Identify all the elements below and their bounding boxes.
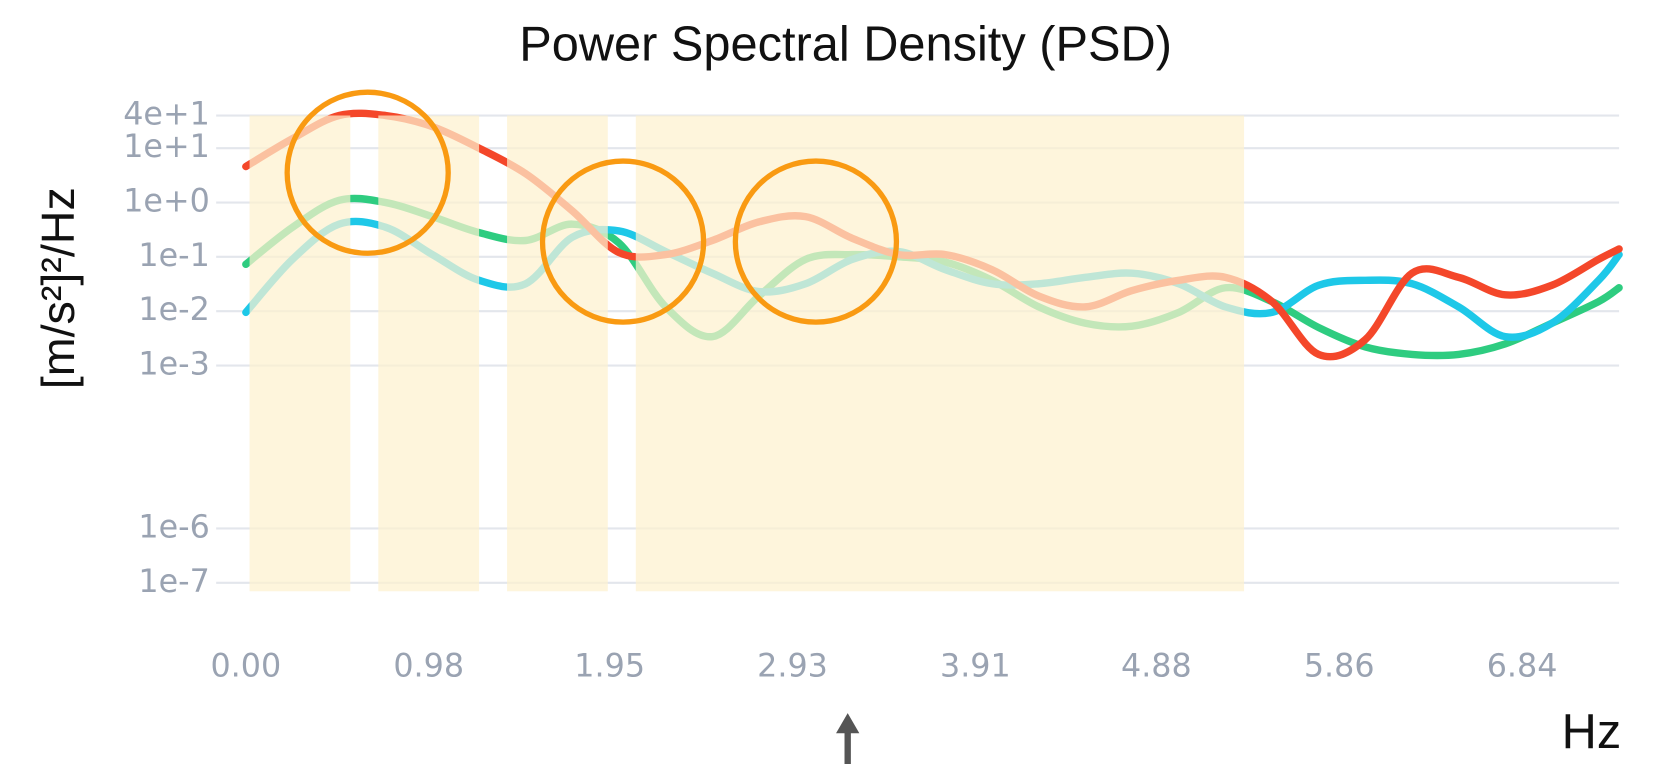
highlight-band	[378, 115, 480, 592]
x-axis-label: Hz	[1562, 705, 1622, 759]
y-tick-label: 1e-1	[138, 238, 209, 274]
arrow	[836, 713, 860, 764]
y-tick-label: 4e+1	[123, 97, 210, 133]
x-tick-label: 0.00	[210, 649, 281, 685]
x-tick-label: 6.84	[1487, 649, 1558, 685]
y-tick-label: 1e-7	[138, 564, 209, 600]
highlight-band	[507, 115, 608, 592]
x-tick-label: 3.91	[940, 649, 1011, 685]
x-tick-label: 1.95	[574, 649, 645, 685]
annotation-circle	[732, 158, 900, 325]
y-tick-label: 1e-3	[138, 347, 209, 383]
y-tick-label: 1e+1	[123, 129, 210, 165]
x-tick-label: 4.88	[1121, 649, 1192, 685]
y-tick-label: 1e-6	[138, 509, 209, 545]
arrow-head	[836, 713, 860, 734]
x-tick-label: 2.93	[757, 649, 828, 685]
highlights	[249, 115, 1245, 592]
annotation-circle	[284, 89, 451, 256]
y-axis-label: [m/s²]²/Hz	[32, 187, 84, 389]
y-tick-label: 1e-2	[138, 292, 209, 328]
annotations	[284, 89, 900, 325]
highlight-band	[249, 115, 351, 592]
chart-title: Power Spectral Density (PSD)	[519, 18, 1172, 72]
x-tick-label: 0.98	[393, 649, 464, 685]
ticks: 4e+11e+1 1e+0 1e-1 1e-2 1e-3 1e-6 1e-7 0.00 0.98…	[123, 97, 1557, 685]
x-tick-label: 5.86	[1304, 649, 1375, 685]
annotation-circle	[539, 158, 707, 325]
y-tick-label: 1e+0	[123, 184, 210, 220]
highlight-band	[635, 115, 1245, 592]
